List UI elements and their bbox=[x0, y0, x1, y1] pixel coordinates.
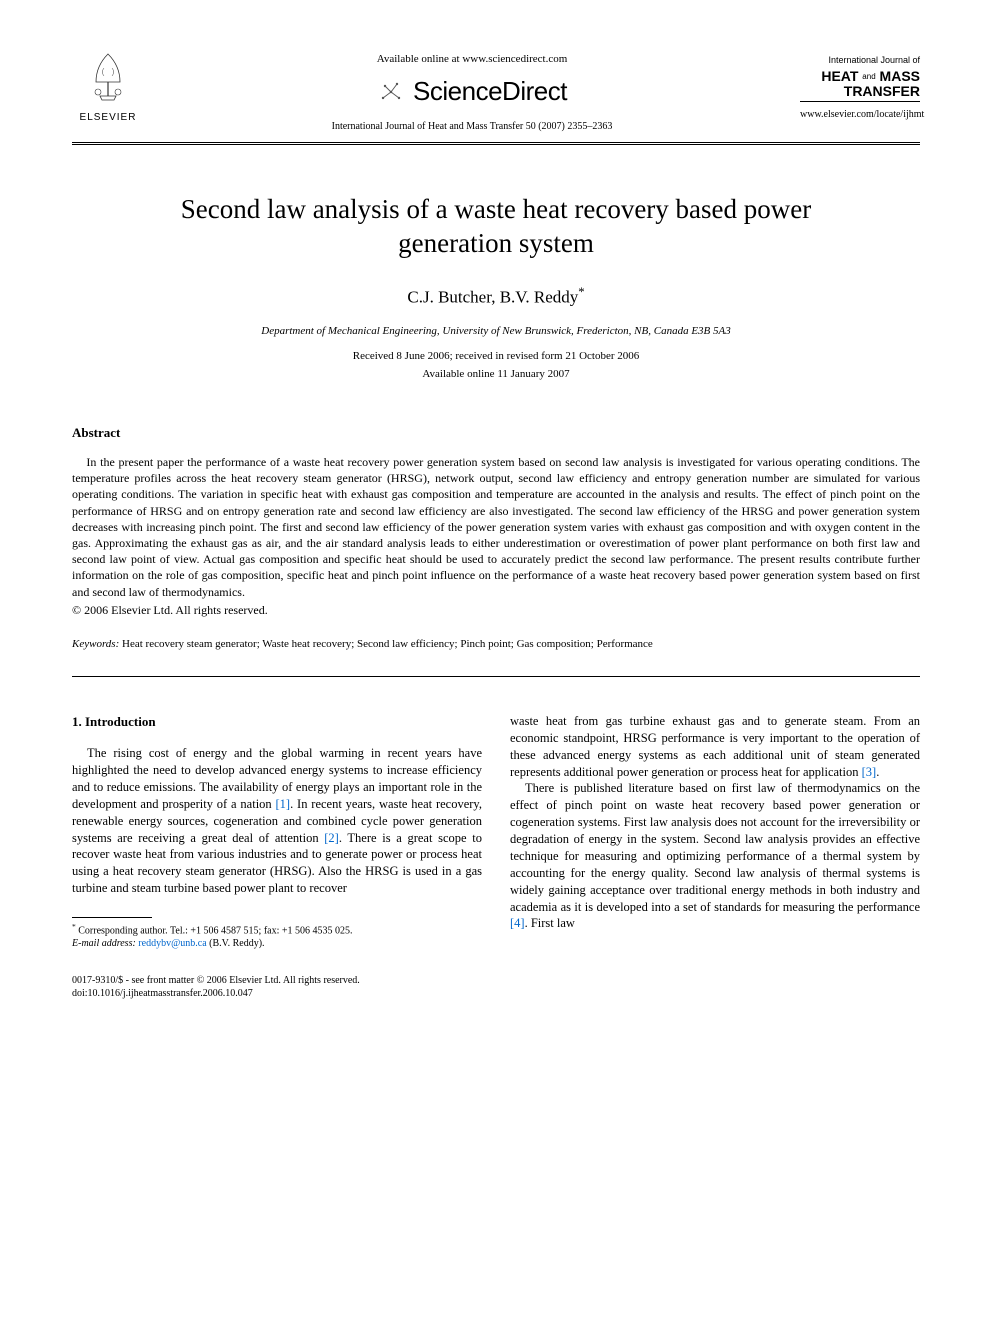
elsevier-tree-icon bbox=[80, 48, 136, 104]
ref-4-link[interactable]: [4] bbox=[510, 916, 525, 930]
footnote-rule bbox=[72, 917, 152, 918]
p2-text-b: . First law bbox=[525, 916, 575, 930]
p2-text-a: There is published literature based on f… bbox=[510, 781, 920, 913]
right-column: waste heat from gas turbine exhaust gas … bbox=[510, 713, 920, 1000]
doi-line: doi:10.1016/j.ijheatmasstransfer.2006.10… bbox=[72, 987, 482, 1000]
p1cont-text-a: waste heat from gas turbine exhaust gas … bbox=[510, 714, 920, 779]
keywords: Keywords: Heat recovery steam generator;… bbox=[72, 637, 920, 652]
header-rule-2 bbox=[72, 144, 920, 145]
keywords-label: Keywords: bbox=[72, 638, 119, 650]
transfer-word: TRANSFER bbox=[844, 83, 920, 99]
sciencedirect-text: ScienceDirect bbox=[413, 73, 567, 109]
received-dates: Received 8 June 2006; received in revise… bbox=[72, 349, 920, 364]
sciencedirect-logo: ScienceDirect bbox=[144, 73, 800, 109]
center-header: Available online at www.sciencedirect.co… bbox=[144, 48, 800, 134]
locate-url[interactable]: www.elsevier.com/locate/ijhmt bbox=[800, 108, 920, 122]
corresponding-footnote: * Corresponding author. Tel.: +1 506 458… bbox=[72, 922, 482, 950]
journal-logo: International Journal of HEAT and MASS T… bbox=[800, 48, 920, 122]
footnote-mark: * bbox=[72, 922, 76, 931]
article-title: Second law analysis of a waste heat reco… bbox=[132, 193, 860, 261]
abstract-text: In the present paper the performance of … bbox=[72, 454, 920, 600]
available-online-date: Available online 11 January 2007 bbox=[72, 367, 920, 382]
p1cont-text-b: . bbox=[876, 765, 879, 779]
abstract-heading: Abstract bbox=[72, 424, 920, 442]
abstract-copyright: © 2006 Elsevier Ltd. All rights reserved… bbox=[72, 602, 920, 619]
ref-2-link[interactable]: [2] bbox=[324, 831, 339, 845]
available-online-text: Available online at www.sciencedirect.co… bbox=[144, 52, 800, 67]
email-label: E-mail address: bbox=[72, 938, 136, 949]
authors: C.J. Butcher, B.V. Reddy* bbox=[72, 284, 920, 309]
elsevier-label: ELSEVIER bbox=[72, 111, 144, 125]
page-header: ELSEVIER Available online at www.science… bbox=[72, 48, 920, 134]
abstract-rule bbox=[72, 676, 920, 677]
body-columns: 1. Introduction The rising cost of energ… bbox=[72, 713, 920, 1000]
elsevier-logo: ELSEVIER bbox=[72, 48, 144, 125]
journal-citation: International Journal of Heat and Mass T… bbox=[144, 120, 800, 134]
keywords-text: Heat recovery steam generator; Waste hea… bbox=[119, 638, 653, 650]
heat-mass-transfer-label: HEAT and MASS TRANSFER bbox=[800, 69, 920, 100]
footnote-corr-text: Corresponding author. Tel.: +1 506 4587 … bbox=[78, 925, 352, 936]
section-1-heading: 1. Introduction bbox=[72, 713, 482, 731]
heat-word: HEAT bbox=[821, 68, 858, 84]
intl-journal-label: International Journal of bbox=[800, 54, 920, 67]
front-matter-line: 0017-9310/$ - see front matter © 2006 El… bbox=[72, 974, 482, 987]
sciencedirect-icon bbox=[377, 78, 405, 106]
logo-rule bbox=[800, 101, 920, 102]
left-column: 1. Introduction The rising cost of energ… bbox=[72, 713, 482, 1000]
affiliation: Department of Mechanical Engineering, Un… bbox=[72, 324, 920, 339]
ref-1-link[interactable]: [1] bbox=[276, 797, 291, 811]
header-rule-1 bbox=[72, 142, 920, 143]
intro-paragraph-1: The rising cost of energy and the global… bbox=[72, 745, 482, 897]
intro-paragraph-1-cont: waste heat from gas turbine exhaust gas … bbox=[510, 713, 920, 781]
doi-block: 0017-9310/$ - see front matter © 2006 El… bbox=[72, 974, 482, 1000]
intro-paragraph-2: There is published literature based on f… bbox=[510, 780, 920, 932]
email-name: (B.V. Reddy). bbox=[207, 938, 265, 949]
and-word: and bbox=[862, 71, 875, 80]
authors-text: C.J. Butcher, B.V. Reddy bbox=[407, 288, 578, 307]
email-link[interactable]: reddybv@unb.ca bbox=[138, 938, 206, 949]
ref-3-link[interactable]: [3] bbox=[862, 765, 877, 779]
mass-word: MASS bbox=[880, 68, 920, 84]
corresponding-mark: * bbox=[578, 285, 584, 299]
